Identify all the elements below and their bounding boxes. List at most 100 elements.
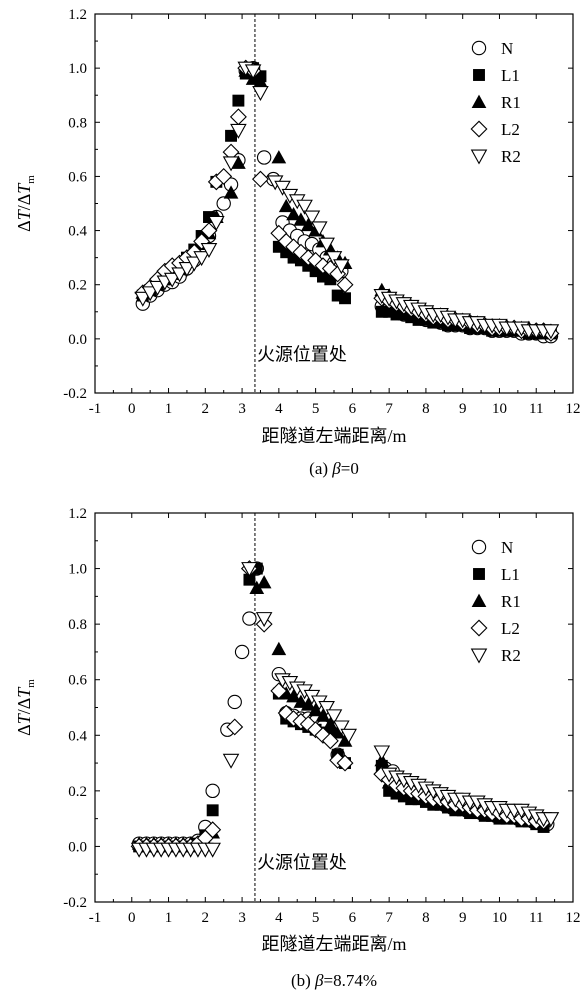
legend-label-R2: R2 bbox=[501, 646, 521, 665]
y-tick-label: 0.6 bbox=[68, 673, 87, 689]
x-tick-label: 6 bbox=[349, 401, 357, 417]
legend-label-L2: L2 bbox=[501, 120, 520, 139]
data-point-R2 bbox=[241, 562, 258, 578]
x-tick-label: 12 bbox=[566, 910, 581, 926]
x-tick-label: -1 bbox=[89, 401, 102, 417]
data-point-L2 bbox=[336, 754, 354, 772]
legend-marker-N bbox=[471, 539, 487, 555]
data-point-L1 bbox=[339, 292, 351, 305]
chart-caption: (a) β=0 bbox=[309, 459, 359, 478]
x-axis-label: 距隧道左端距离/m bbox=[261, 934, 406, 954]
x-tick-label: 1 bbox=[165, 401, 173, 417]
data-point-R2 bbox=[244, 64, 262, 80]
data-point-N bbox=[216, 196, 231, 211]
data-point-R2 bbox=[311, 221, 328, 237]
x-tick-label: 11 bbox=[529, 401, 543, 417]
data-point-L1 bbox=[225, 129, 237, 142]
x-tick-label: 7 bbox=[385, 910, 393, 926]
data-point-R1 bbox=[286, 206, 301, 221]
x-tick-label: 5 bbox=[312, 401, 320, 417]
series-L1 bbox=[136, 62, 557, 340]
data-point-R2 bbox=[185, 256, 203, 272]
y-tick-label: 1.0 bbox=[68, 562, 87, 578]
x-tick-label: 8 bbox=[422, 910, 430, 926]
data-point-R2 bbox=[318, 237, 335, 253]
x-tick-label: 10 bbox=[492, 401, 507, 417]
data-point-R2 bbox=[318, 700, 335, 716]
data-point-L1 bbox=[383, 784, 396, 797]
data-point-R2 bbox=[274, 180, 291, 196]
legend-label-L2: L2 bbox=[501, 619, 520, 638]
data-point-R1 bbox=[286, 689, 301, 703]
y-tick-label: -0.2 bbox=[63, 386, 87, 402]
data-point-R2 bbox=[373, 745, 391, 761]
x-tick-label: 2 bbox=[202, 401, 210, 417]
data-point-L1 bbox=[206, 804, 219, 817]
data-point-R2 bbox=[325, 251, 343, 267]
legend-marker-L1 bbox=[473, 69, 485, 81]
legend-label-N: N bbox=[501, 39, 513, 58]
data-point-R2 bbox=[141, 286, 159, 302]
data-point-N bbox=[234, 644, 250, 660]
x-tick-label: 5 bbox=[312, 910, 320, 926]
data-point-L2 bbox=[200, 222, 218, 240]
x-tick-label: 4 bbox=[275, 401, 283, 417]
y-tick-label: 0.6 bbox=[68, 169, 87, 185]
data-point-R1 bbox=[253, 74, 268, 88]
x-tick-label: 10 bbox=[492, 910, 507, 926]
data-point-L2 bbox=[314, 726, 332, 744]
series-R2 bbox=[134, 61, 560, 340]
data-point-L2 bbox=[321, 732, 339, 750]
x-tick-label: 8 bbox=[422, 401, 430, 417]
data-point-R1 bbox=[322, 716, 338, 731]
data-point-R1 bbox=[271, 150, 287, 164]
data-point-R2 bbox=[193, 251, 210, 267]
x-tick-label: 3 bbox=[238, 910, 246, 926]
data-point-R2 bbox=[325, 709, 343, 725]
y-tick-label: 0.4 bbox=[68, 728, 87, 744]
data-point-L2 bbox=[204, 821, 222, 839]
data-point-R2 bbox=[296, 199, 313, 215]
y-axis-label: ΔT/ΔTm bbox=[14, 679, 37, 736]
x-axis-label: 距隧道左端距离/m bbox=[261, 426, 406, 446]
legend-marker-R1 bbox=[471, 94, 487, 108]
x-tick-label: 0 bbox=[128, 910, 136, 926]
x-tick-label: 3 bbox=[238, 401, 246, 417]
data-point-L1 bbox=[280, 246, 293, 259]
data-point-N bbox=[205, 783, 220, 799]
data-point-L1 bbox=[390, 308, 403, 321]
x-tick-label: 7 bbox=[385, 401, 393, 417]
data-point-L1 bbox=[243, 573, 256, 586]
y-tick-label: 1.2 bbox=[68, 506, 87, 522]
y-tick-label: 0.8 bbox=[68, 617, 87, 633]
data-point-R1 bbox=[315, 708, 331, 722]
legend: N L1 R1 L2 R2 bbox=[470, 538, 521, 665]
data-point-R2 bbox=[542, 324, 560, 340]
data-point-R2 bbox=[333, 259, 350, 275]
data-point-R1 bbox=[249, 580, 265, 594]
data-point-R2 bbox=[222, 753, 240, 769]
x-tick-label: 12 bbox=[566, 401, 581, 417]
data-point-R2 bbox=[171, 267, 188, 283]
legend-marker-R1 bbox=[471, 593, 487, 607]
data-point-N bbox=[242, 611, 257, 626]
data-point-R1 bbox=[308, 702, 323, 717]
data-point-R2 bbox=[134, 291, 152, 307]
data-point-L1 bbox=[317, 270, 329, 283]
data-point-R2 bbox=[178, 261, 196, 277]
legend-marker-L1 bbox=[473, 568, 485, 580]
y-tick-label: 0.4 bbox=[68, 224, 87, 240]
data-point-N bbox=[256, 150, 272, 165]
data-point-L2 bbox=[193, 232, 211, 250]
x-tick-label: 6 bbox=[349, 910, 357, 926]
x-tick-label: -1 bbox=[89, 910, 102, 926]
data-point-R2 bbox=[252, 86, 269, 101]
y-tick-label: -0.2 bbox=[63, 895, 87, 911]
series-R2 bbox=[130, 562, 560, 858]
data-point-R1 bbox=[231, 155, 246, 169]
x-tick-label: 4 bbox=[275, 910, 283, 926]
legend-marker-N bbox=[471, 40, 487, 56]
data-point-L2 bbox=[215, 167, 233, 185]
x-tick-label: 0 bbox=[128, 401, 136, 417]
